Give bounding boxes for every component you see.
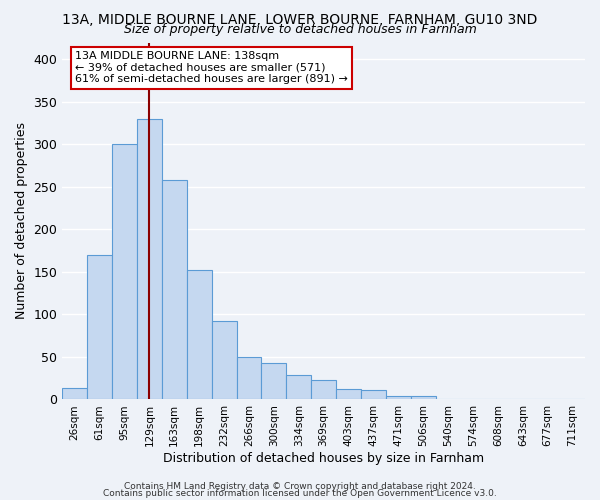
Bar: [262, 363, 286, 400]
Bar: [87, 255, 112, 400]
Bar: [62, 388, 87, 400]
Text: 13A, MIDDLE BOURNE LANE, LOWER BOURNE, FARNHAM, GU10 3ND: 13A, MIDDLE BOURNE LANE, LOWER BOURNE, F…: [62, 12, 538, 26]
X-axis label: Distribution of detached houses by size in Farnham: Distribution of detached houses by size …: [163, 452, 484, 465]
Bar: [236, 357, 262, 400]
Bar: [535, 398, 560, 400]
Bar: [311, 380, 336, 400]
Bar: [361, 390, 386, 400]
Bar: [386, 396, 411, 400]
Bar: [485, 398, 511, 400]
Bar: [112, 144, 137, 400]
Bar: [137, 119, 162, 400]
Bar: [511, 398, 535, 400]
Text: Contains public sector information licensed under the Open Government Licence v3: Contains public sector information licen…: [103, 489, 497, 498]
Bar: [212, 322, 236, 400]
Bar: [286, 375, 311, 400]
Text: Size of property relative to detached houses in Farnham: Size of property relative to detached ho…: [124, 22, 476, 36]
Text: Contains HM Land Registry data © Crown copyright and database right 2024.: Contains HM Land Registry data © Crown c…: [124, 482, 476, 491]
Bar: [560, 398, 585, 400]
Y-axis label: Number of detached properties: Number of detached properties: [15, 122, 28, 320]
Bar: [436, 398, 461, 400]
Bar: [461, 398, 485, 400]
Bar: [411, 396, 436, 400]
Bar: [336, 390, 361, 400]
Bar: [162, 180, 187, 400]
Bar: [187, 270, 212, 400]
Text: 13A MIDDLE BOURNE LANE: 138sqm
← 39% of detached houses are smaller (571)
61% of: 13A MIDDLE BOURNE LANE: 138sqm ← 39% of …: [75, 51, 348, 84]
